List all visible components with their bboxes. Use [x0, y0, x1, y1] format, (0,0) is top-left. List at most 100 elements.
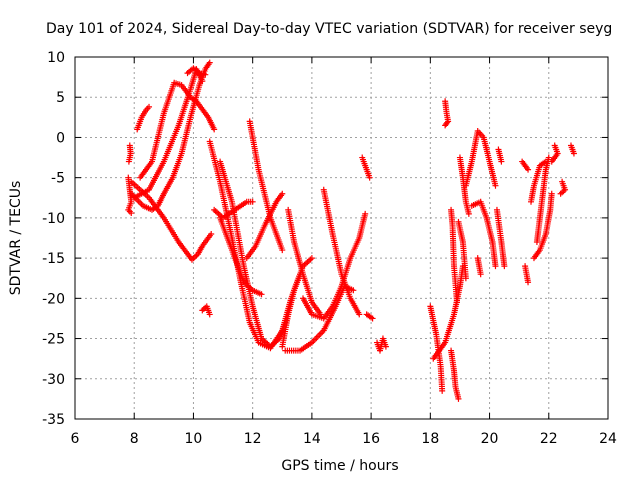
series-arc-5	[128, 178, 215, 263]
data-point	[525, 279, 532, 286]
data-point	[369, 315, 376, 322]
series-arc-41	[548, 142, 561, 165]
data-point	[279, 190, 286, 197]
series-arc-13	[246, 118, 286, 254]
x-axis-label: GPS time / hours	[281, 458, 398, 474]
x-tick-label: 12	[244, 431, 262, 447]
y-tick-label: 5	[56, 90, 65, 106]
data-point	[557, 190, 564, 197]
chart-title: Day 101 of 2024, Sidereal Day-to-day VTE…	[46, 21, 612, 37]
plot-frame	[74, 56, 609, 420]
series-arc-37	[519, 158, 532, 173]
data-point	[206, 59, 213, 66]
y-axis-label: SDTVAR / TECUs	[8, 181, 24, 296]
x-tick-label: 20	[481, 431, 499, 447]
data-point	[382, 343, 389, 350]
data-point	[501, 263, 508, 270]
series-arc-42	[557, 178, 569, 197]
x-tick-label: 16	[362, 431, 380, 447]
data-point	[525, 166, 532, 173]
data-point	[443, 121, 450, 128]
data-point	[477, 271, 484, 278]
series-arc-7	[128, 59, 213, 213]
data-point	[498, 158, 505, 165]
y-tick-label: -35	[42, 412, 65, 428]
data-point	[545, 154, 552, 161]
data-point	[308, 255, 315, 262]
x-tick-label: 22	[540, 431, 558, 447]
series-arc-1	[125, 142, 134, 165]
x-tick-label: 14	[303, 431, 321, 447]
series-arc-35	[495, 146, 505, 165]
series-arc-9	[199, 303, 213, 318]
data-point	[362, 210, 369, 217]
data-point	[453, 299, 460, 306]
data-point	[542, 158, 549, 165]
series-arc-26	[442, 98, 452, 129]
series-arc-28	[448, 347, 462, 402]
data-point	[465, 210, 472, 217]
y-tick-label: -20	[42, 291, 65, 307]
series-arc-43	[567, 142, 577, 157]
series-arc-23	[374, 335, 389, 354]
series-arc-32	[468, 198, 499, 270]
y-tick-label: -5	[51, 171, 65, 187]
series-arc-19	[300, 210, 369, 322]
data-point	[208, 230, 215, 237]
series-arc-3	[134, 103, 153, 133]
data-point	[570, 150, 577, 157]
data-point	[442, 122, 449, 129]
data-point	[356, 311, 363, 318]
series-arc-33	[474, 255, 484, 278]
data-point	[462, 275, 469, 282]
data-point	[366, 174, 373, 181]
data-point	[125, 158, 132, 165]
series-arc-15	[217, 214, 265, 298]
data-point	[548, 190, 555, 197]
data-point	[206, 311, 213, 318]
series-arc-24	[427, 303, 446, 394]
x-tick-label: 8	[130, 431, 139, 447]
series-arc-20	[320, 186, 363, 318]
y-tick-label: -10	[42, 211, 65, 227]
series-arc-31	[462, 128, 499, 189]
data-point	[455, 395, 462, 402]
axis-ticks: 6 8 10 12 14 16 18 20 22 24 10 5 0 -5 -10 -15 -20 -25 -30 -…	[42, 50, 617, 447]
data-point	[146, 103, 153, 110]
data-point	[279, 247, 286, 254]
x-tick-label: 6	[71, 431, 80, 447]
x-tick-label: 24	[599, 431, 617, 447]
y-tick-label: -25	[42, 332, 65, 348]
series-arc-27	[448, 206, 460, 306]
series-arc-34	[493, 206, 508, 270]
series-arc-17	[279, 255, 315, 350]
series-arc-40	[528, 158, 549, 205]
data-point	[202, 71, 209, 78]
data-point	[249, 198, 256, 205]
data-point	[128, 210, 135, 217]
data-point	[350, 287, 357, 294]
x-tick-label: 18	[421, 431, 439, 447]
data-point	[492, 182, 499, 189]
data-point	[211, 126, 218, 133]
y-tick-label: 0	[56, 130, 65, 146]
data-points	[125, 59, 577, 402]
data-point	[548, 158, 555, 165]
series-arc-36	[522, 263, 532, 286]
series-arc-38	[533, 154, 552, 246]
series-arc-22	[363, 311, 376, 322]
series-arc-16	[285, 206, 324, 318]
data-point	[492, 263, 499, 270]
series-arc-8	[184, 65, 209, 78]
data-point	[439, 387, 446, 394]
y-tick-label: -15	[42, 251, 65, 267]
data-point	[258, 291, 265, 298]
y-tick-label: -30	[42, 372, 65, 388]
y-tick-label: 10	[47, 50, 65, 66]
series-arc-14	[243, 190, 286, 262]
series-arc-29	[455, 218, 469, 282]
x-tick-label: 10	[185, 431, 203, 447]
series-arc-21	[359, 154, 373, 181]
